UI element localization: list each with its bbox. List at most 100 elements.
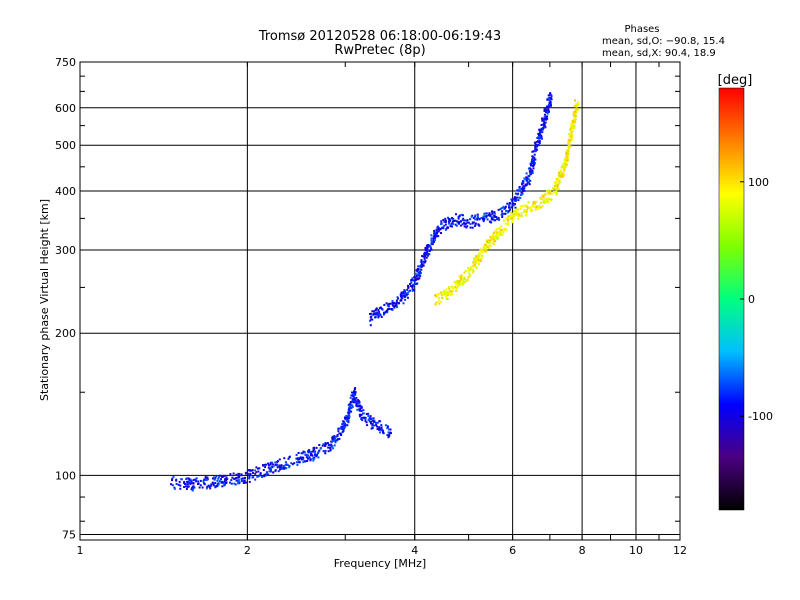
- echo-point-o: [370, 318, 373, 321]
- echo-point-o: [371, 417, 374, 420]
- echo-point-o: [370, 427, 373, 430]
- echo-point-o: [549, 92, 552, 95]
- echo-point-o: [336, 438, 339, 441]
- echo-point-o: [327, 443, 330, 446]
- echo-point-o: [452, 223, 455, 225]
- echo-point-o: [266, 471, 268, 474]
- echo-point-o: [437, 230, 440, 233]
- echo-point-o: [317, 450, 320, 453]
- echo-point-x: [478, 255, 481, 257]
- echo-point-o: [235, 473, 238, 476]
- echo-point-o: [270, 466, 272, 469]
- echo-point-o: [347, 421, 350, 424]
- echo-point-o: [444, 217, 447, 220]
- echo-point-o: [465, 222, 468, 225]
- echo-point-x: [574, 111, 577, 114]
- echo-point-o: [478, 224, 481, 227]
- echo-point-o: [342, 429, 345, 432]
- echo-point-o: [337, 427, 340, 430]
- echo-point-x: [567, 153, 570, 156]
- echo-point-o: [521, 186, 524, 189]
- echo-point-o: [223, 482, 226, 485]
- echo-point-x: [562, 165, 565, 168]
- echo-point-x: [455, 282, 458, 285]
- echo-point-x: [524, 204, 527, 207]
- echo-point-o: [499, 208, 502, 211]
- echo-point-x: [474, 258, 477, 261]
- echo-point-o: [329, 444, 332, 447]
- echo-point-x: [472, 264, 475, 267]
- echo-point-o: [331, 436, 334, 439]
- echo-point-o: [199, 479, 202, 482]
- echo-point-o: [388, 305, 390, 308]
- echo-point-o: [350, 410, 353, 413]
- echo-point-o: [421, 265, 424, 268]
- echo-point-o: [466, 225, 469, 228]
- echo-point-o: [206, 485, 209, 488]
- echo-point-o: [369, 324, 372, 327]
- echo-point-o: [350, 407, 353, 409]
- echo-point-o: [348, 415, 351, 418]
- echo-point-o: [433, 238, 436, 241]
- echo-point-o: [375, 308, 378, 311]
- echo-point-x: [477, 262, 480, 265]
- echo-point-x: [532, 205, 535, 208]
- echo-point-o: [529, 162, 532, 165]
- echo-point-o: [494, 219, 497, 222]
- echo-point-x: [511, 215, 514, 218]
- echo-point-o: [460, 213, 463, 216]
- echo-point-x: [475, 255, 478, 258]
- echo-point-o: [203, 483, 206, 486]
- echo-point-x: [570, 137, 573, 140]
- echo-point-o: [307, 454, 310, 457]
- echo-point-o: [376, 311, 379, 314]
- echo-point-x: [483, 249, 486, 251]
- echo-point-o: [409, 285, 412, 288]
- echo-point-o: [474, 214, 477, 217]
- echo-point-o: [237, 482, 239, 485]
- echo-point-x: [557, 174, 560, 177]
- echo-point-o: [378, 428, 381, 431]
- echo-point-o: [461, 219, 464, 221]
- echo-point-o: [521, 183, 524, 186]
- echo-point-o: [530, 171, 533, 174]
- echo-point-x: [563, 169, 566, 171]
- echo-point-o: [230, 479, 233, 482]
- echo-point-x: [574, 112, 577, 115]
- echo-point-o: [374, 316, 377, 319]
- echo-point-x: [435, 301, 438, 304]
- echo-point-o: [291, 463, 294, 466]
- echo-point-x: [496, 236, 499, 239]
- echo-point-x: [529, 207, 531, 210]
- echo-point-o: [356, 404, 359, 407]
- echo-point-o: [386, 434, 389, 437]
- echo-point-x: [572, 111, 575, 114]
- echo-point-x: [514, 208, 517, 211]
- echo-point-o: [537, 137, 540, 140]
- echo-point-o: [537, 140, 539, 143]
- echo-point-o: [249, 473, 252, 476]
- echo-point-o: [497, 208, 500, 211]
- echo-point-o: [411, 283, 414, 286]
- echo-point-o: [306, 454, 309, 457]
- echo-point-o: [171, 484, 174, 487]
- echo-point-o: [321, 444, 324, 447]
- echo-point-x: [484, 250, 487, 253]
- echo-point-o: [217, 476, 220, 479]
- echo-point-x: [540, 201, 542, 204]
- data-points: [170, 92, 579, 492]
- echo-point-o: [454, 223, 457, 226]
- echo-point-x: [556, 184, 559, 187]
- echo-point-o: [489, 213, 492, 216]
- echo-point-x: [564, 159, 567, 162]
- echo-point-o: [378, 313, 381, 316]
- echo-point-x: [441, 296, 444, 299]
- echo-point-o: [288, 466, 291, 469]
- echo-point-o: [242, 479, 245, 482]
- echo-point-x: [463, 271, 466, 274]
- echo-point-o: [531, 159, 533, 162]
- echo-point-o: [225, 481, 228, 484]
- plot-frame: [79, 61, 681, 541]
- echo-point-o: [381, 308, 384, 311]
- echo-point-o: [424, 260, 427, 262]
